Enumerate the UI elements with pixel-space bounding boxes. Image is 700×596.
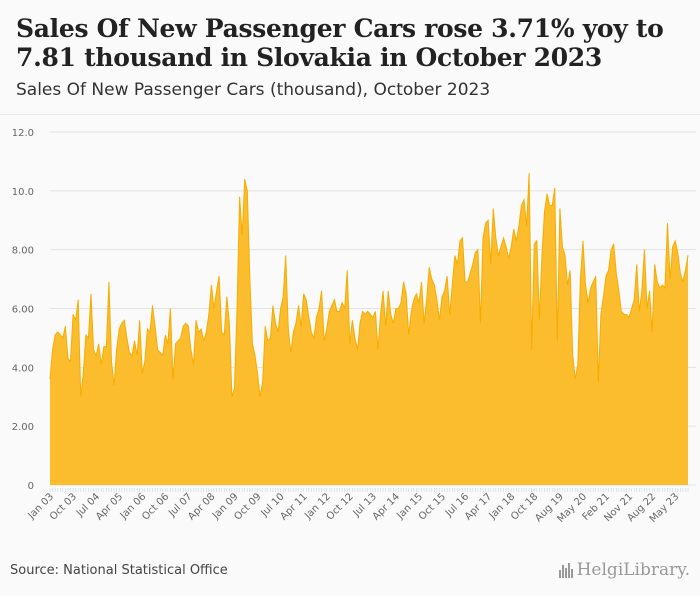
y-tick-label: 0: [28, 481, 34, 492]
chart-subtitle: Sales Of New Passenger Cars (thousand), …: [16, 80, 491, 100]
y-tick-label: 8.00: [12, 246, 34, 257]
series-line: [49, 173, 689, 397]
chart-title: Sales Of New Passenger Cars rose 3.71% y…: [16, 14, 664, 72]
y-axis: 0 2.00 4.00 6.00 8.00 10.0 12.0: [12, 128, 34, 492]
logo-text: HelgiLibrary.: [576, 560, 690, 580]
y-tick-label: 10.0: [12, 187, 34, 198]
y-tick-label: 2.00: [12, 422, 34, 433]
source-note: Source: National Statistical Office: [10, 563, 228, 578]
y-tick-label: 12.0: [12, 128, 34, 139]
area-fill: [50, 173, 688, 485]
header-divider: [0, 114, 700, 115]
logo-icon: [558, 562, 573, 578]
y-tick-label: 6.00: [12, 305, 34, 316]
y-tick-label: 4.00: [12, 363, 34, 374]
area-series: [49, 173, 689, 485]
helgi-library-logo[interactable]: HelgiLibrary.: [558, 560, 690, 580]
